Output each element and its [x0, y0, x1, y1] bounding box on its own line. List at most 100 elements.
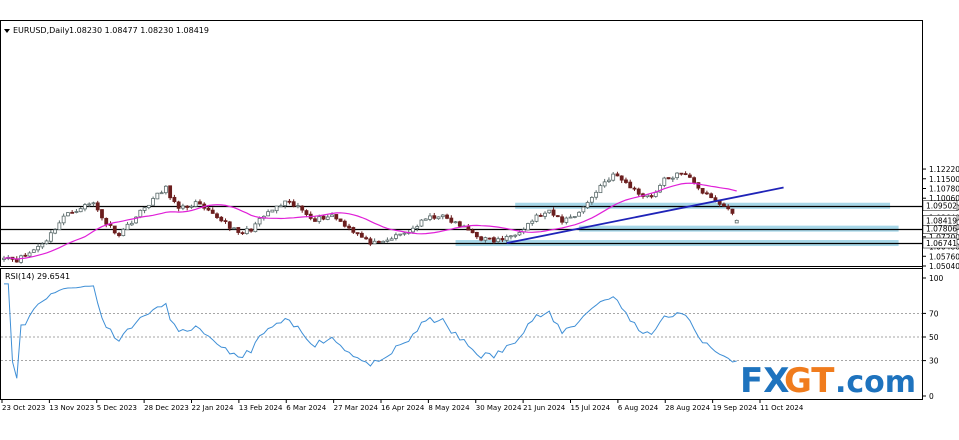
candle-body-104 [445, 214, 449, 219]
candle-body-125 [534, 214, 539, 222]
candle-body-12 [53, 229, 58, 234]
candle-body-16 [70, 211, 75, 214]
candle-body-170 [726, 206, 731, 210]
candle-body-70 [300, 205, 305, 211]
candle-body-96 [411, 227, 415, 233]
candle-body-83 [355, 232, 360, 235]
candle-body-111 [474, 231, 479, 238]
candle-body-164 [700, 188, 705, 194]
time-tick-label-6: 6 Mar 2024 [286, 404, 326, 412]
candle-body-46 [198, 201, 202, 205]
candle-body-54 [232, 227, 236, 230]
time-tick-label-3: 28 Dec 2023 [144, 404, 189, 412]
candle-body-115 [491, 237, 496, 243]
candle-body-15 [66, 212, 70, 217]
candle-body-132 [564, 217, 569, 223]
candle-body-80 [342, 220, 347, 227]
candle-body-52 [223, 220, 228, 222]
candle-body-45 [193, 201, 198, 207]
rsi-header-label: RSI(14) 29.6541 [5, 272, 70, 281]
candle-body-41 [176, 201, 181, 209]
candle-body-71 [304, 210, 309, 215]
candle-body-118 [504, 236, 509, 241]
candle-body-10 [44, 240, 49, 244]
candle-body-37 [159, 192, 164, 195]
candle-body-34 [146, 204, 151, 208]
candle-body-81 [347, 225, 351, 229]
candle-body-65 [278, 205, 283, 208]
candle-body-22 [95, 202, 100, 211]
candle-body-19 [83, 204, 87, 210]
candle-body-142 [607, 179, 611, 182]
price-tick-label-9: 1.05760 [929, 252, 959, 261]
rsi-tick-label-1: 70 [929, 309, 939, 318]
candle-body-99 [423, 218, 428, 221]
logo-dotcom: .com [835, 365, 916, 400]
candle-body-14 [61, 215, 66, 224]
level-tag-1: 1.07806 [926, 225, 957, 234]
candle-body-18 [78, 208, 83, 213]
candle-body-8 [36, 246, 40, 251]
candle-body-67 [287, 200, 292, 203]
moving-average-line [3, 182, 737, 260]
candle-body-124 [530, 220, 535, 224]
candle-body-24 [104, 217, 109, 225]
candle-body-153 [653, 191, 658, 197]
price-tick-label-3: 1.10060 [929, 194, 959, 203]
candle-body-94 [402, 232, 407, 235]
candle-body-11 [48, 232, 53, 242]
symbol-label: EURUSD,Daily [13, 26, 70, 35]
candle-body-73 [313, 218, 317, 222]
fxgt-logo: FX GT .com [740, 361, 916, 401]
candle-body-166 [709, 193, 714, 199]
rsi-line [4, 283, 737, 379]
candle-body-88 [376, 240, 381, 243]
candle-body-84 [359, 232, 364, 238]
candle-body-128 [547, 209, 552, 214]
time-tick-label-11: 21 Jun 2024 [523, 404, 566, 412]
candle-body-29 [125, 223, 130, 231]
time-tick-label-8: 16 Apr 2024 [381, 404, 425, 412]
level-tag-2: 1.06741 [926, 239, 957, 248]
candle-body-143 [611, 173, 616, 181]
candle-body-127 [543, 212, 547, 217]
current-price-tag-box [922, 215, 958, 226]
candle-body-89 [381, 240, 386, 244]
candle-body-74 [317, 216, 322, 222]
candle-body-158 [675, 172, 679, 179]
candle-body-161 [687, 174, 692, 178]
rsi-tick-label-2: 50 [929, 333, 939, 342]
candle-body-114 [487, 237, 492, 240]
trendline [506, 186, 784, 244]
collapse-triangle-icon[interactable] [4, 29, 10, 33]
candle-body-77 [330, 214, 334, 218]
candle-body-86 [368, 238, 373, 245]
price-tick-label-10: 1.05040 [929, 262, 959, 271]
time-tick-label-10: 30 May 2024 [476, 404, 522, 412]
rsi-tick-label-3: 30 [929, 357, 939, 366]
candle-body-26 [112, 225, 117, 234]
candle-body-13 [57, 222, 62, 231]
candle-body-20 [87, 203, 92, 206]
candle-body-145 [619, 175, 624, 181]
candle-body-53 [227, 221, 232, 229]
candle-body-36 [155, 192, 160, 200]
candle-body-141 [602, 181, 607, 187]
candle-body-117 [500, 238, 505, 241]
logo-fx: FX [740, 361, 789, 401]
candle-body-155 [662, 177, 667, 186]
time-tick-label-15: 19 Sep 2024 [713, 404, 758, 412]
candle-body-79 [338, 218, 343, 222]
candle-body-91 [389, 238, 394, 241]
candle-body-133 [568, 216, 573, 219]
candle-body-112 [479, 236, 484, 241]
time-tick-label-4: 22 Jan 2024 [192, 404, 235, 412]
candle-body-101 [432, 215, 437, 219]
candle-body-42 [181, 205, 185, 209]
time-tick-label-7: 27 Mar 2024 [334, 404, 379, 412]
candle-body-56 [240, 232, 245, 235]
candle-body-28 [121, 228, 126, 237]
candle-body-51 [219, 216, 224, 222]
